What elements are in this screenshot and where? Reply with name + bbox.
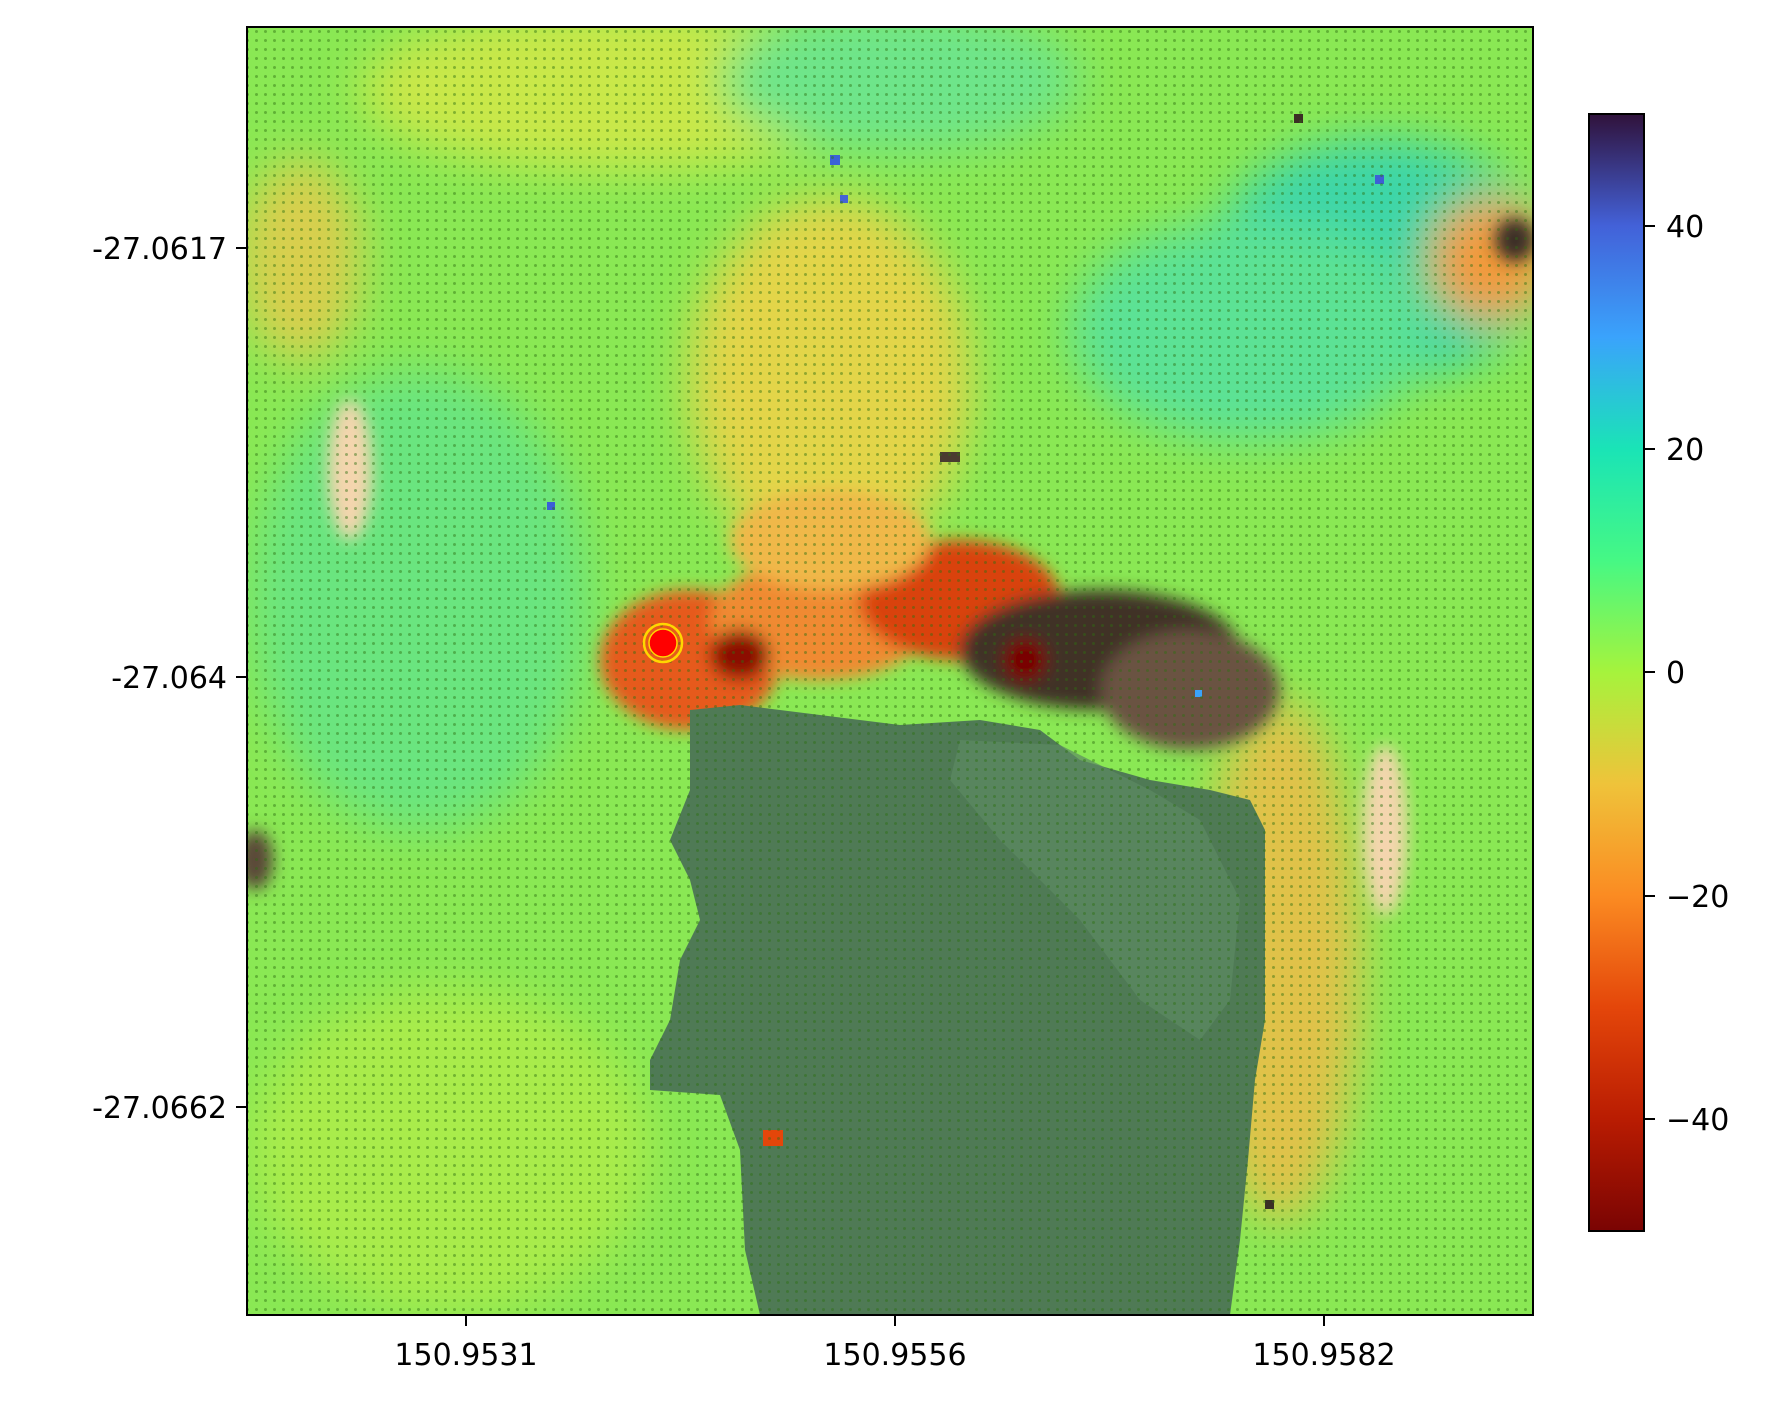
y-tick-label: -27.064 <box>111 661 227 696</box>
y-tick-label: -27.0617 <box>92 232 227 267</box>
x-tick-label: 150.9582 <box>1252 1338 1395 1373</box>
colorbar-gradient <box>1588 113 1645 1232</box>
y-tick-label: -27.0662 <box>92 1091 227 1126</box>
reference-marker-ring <box>642 622 684 664</box>
scatter-dot-grid <box>247 27 1533 1315</box>
colorbar-tick-label: 20 <box>1666 433 1704 468</box>
colorbar-tick-label: 40 <box>1666 210 1704 245</box>
x-tick-label: 150.9531 <box>394 1338 537 1373</box>
colorbar-tick-label: −40 <box>1666 1103 1729 1138</box>
colorbar-tick-label: −20 <box>1666 880 1729 915</box>
x-axis: 150.9531 150.9556 150.9582 <box>394 1315 1396 1373</box>
heatmap-plot-area <box>247 27 1533 1315</box>
colorbar-tick-label: 0 <box>1666 656 1685 691</box>
axes-frame <box>246 26 1534 1316</box>
y-axis: -27.0617 -27.064 -27.0662 <box>92 232 247 1126</box>
colorbar: 40 20 0 −20 −40 <box>1588 113 1729 1232</box>
x-tick-label: 150.9556 <box>823 1338 966 1373</box>
reference-marker <box>648 628 678 658</box>
